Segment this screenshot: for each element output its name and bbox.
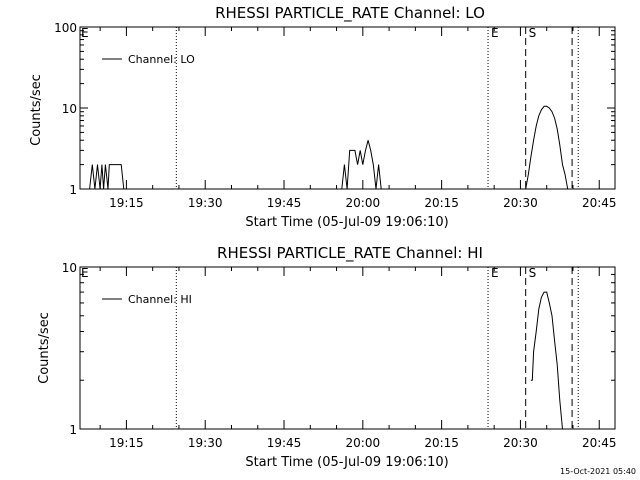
x-tick-label: 19:15 bbox=[109, 436, 144, 450]
series-line bbox=[89, 164, 125, 190]
y-tick-label: 1 bbox=[69, 423, 77, 437]
series-line bbox=[525, 105, 571, 190]
y-tick-label: 1 bbox=[69, 183, 77, 197]
generation-timestamp: 15-Oct-2021 05:40 bbox=[560, 467, 636, 476]
x-tick-label: 20:45 bbox=[582, 196, 617, 210]
x-tick-label: 20:00 bbox=[346, 196, 381, 210]
y-tick-label: 100 bbox=[54, 21, 77, 35]
corner-marker-label: E bbox=[81, 266, 89, 280]
lo-y-axis-label: Counts/sec bbox=[29, 74, 44, 146]
x-tick-label: 19:30 bbox=[188, 196, 223, 210]
x-tick-label: 20:30 bbox=[503, 196, 538, 210]
series-line bbox=[341, 140, 384, 190]
legend-label: Channel: LO bbox=[128, 53, 195, 66]
x-tick-label: 19:45 bbox=[267, 436, 302, 450]
hi-channel-panel: RHESSI PARTICLE_RATE Channel: HI Counts/… bbox=[37, 244, 617, 470]
x-tick-label: 19:30 bbox=[188, 436, 223, 450]
x-tick-label: 20:15 bbox=[424, 436, 459, 450]
x-tick-label: 20:45 bbox=[582, 436, 617, 450]
lo-x-axis-label: Start Time (05-Jul-09 19:06:10) bbox=[245, 215, 448, 230]
series-line bbox=[530, 291, 563, 430]
x-tick-label: 20:15 bbox=[424, 196, 459, 210]
hi-y-axis-label: Counts/sec bbox=[37, 312, 52, 384]
y-tick-label: 10 bbox=[62, 102, 77, 116]
y-tick-label: 10 bbox=[62, 261, 77, 275]
event-marker-label: S bbox=[529, 266, 537, 280]
x-tick-label: 19:45 bbox=[267, 196, 302, 210]
corner-marker-label: E bbox=[81, 26, 89, 40]
x-tick-label: 20:00 bbox=[346, 436, 381, 450]
event-marker-label: E bbox=[491, 26, 499, 40]
lo-chart-title: RHESSI PARTICLE_RATE Channel: LO bbox=[215, 4, 485, 23]
event-marker-label: E bbox=[491, 266, 499, 280]
hi-chart-title: RHESSI PARTICLE_RATE Channel: HI bbox=[217, 244, 483, 263]
x-tick-label: 20:30 bbox=[503, 436, 538, 450]
hi-x-axis-label: Start Time (05-Jul-09 19:06:10) bbox=[245, 455, 448, 470]
x-tick-label: 19:15 bbox=[109, 196, 144, 210]
lo-channel-panel: RHESSI PARTICLE_RATE Channel: LO Counts/… bbox=[29, 4, 617, 230]
hi-plot-frame bbox=[79, 266, 616, 430]
event-marker-label: S bbox=[529, 26, 537, 40]
legend-label: Channel: HI bbox=[128, 293, 192, 306]
